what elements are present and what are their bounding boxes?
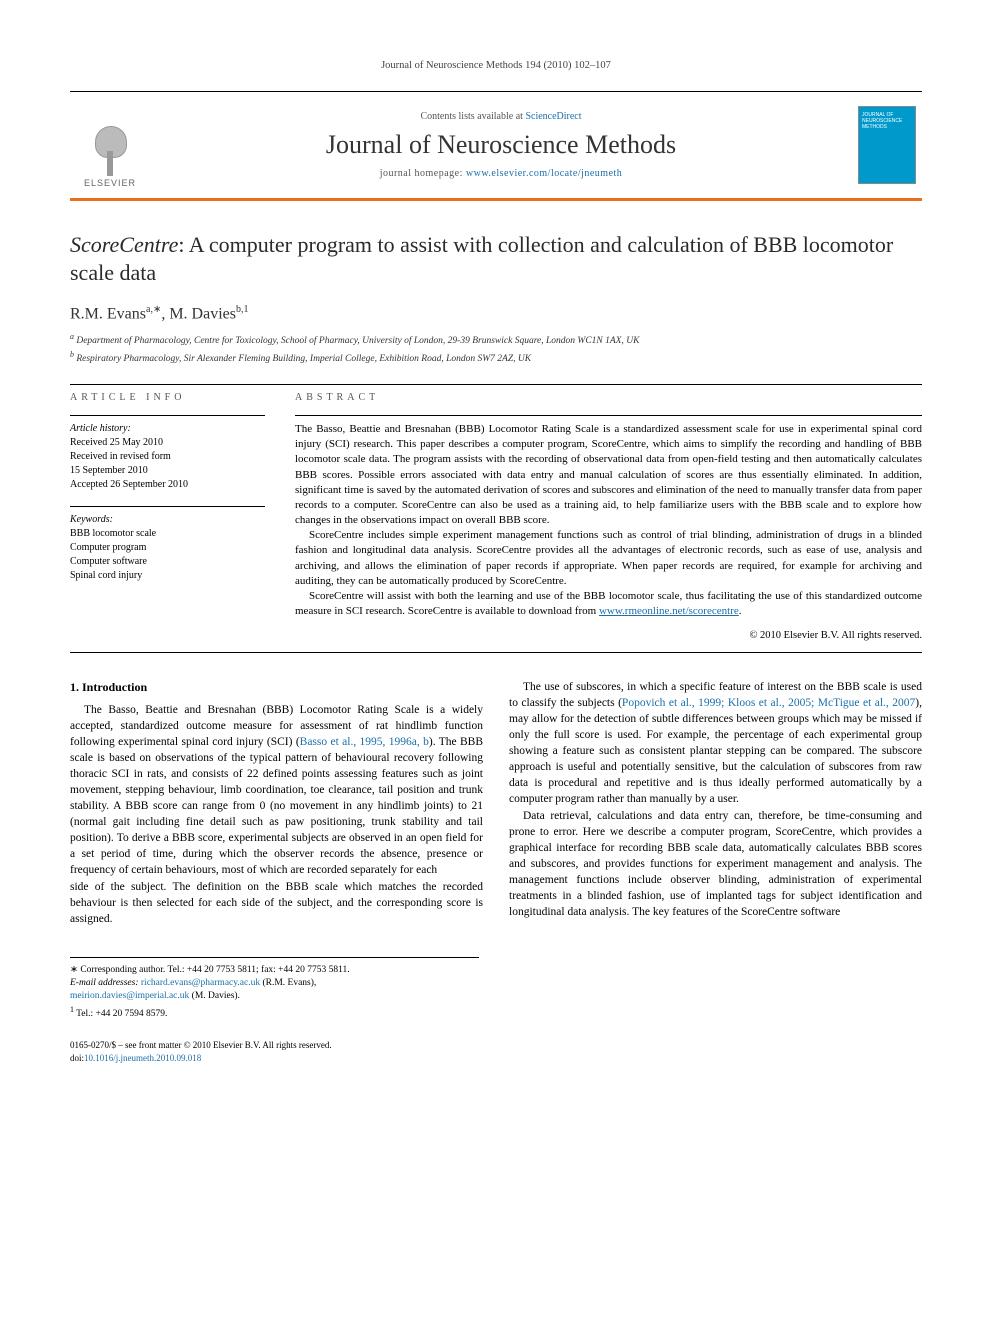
keyword-item: Spinal cord injury [70, 569, 265, 583]
author-2-affil-marks: b,1 [236, 304, 249, 315]
contents-line: Contents lists available at ScienceDirec… [150, 111, 852, 122]
divider [295, 415, 922, 416]
email-line: E-mail addresses: richard.evans@pharmacy… [70, 977, 479, 990]
email-link-2[interactable]: meirion.davies@imperial.ac.uk [70, 991, 189, 1001]
download-link[interactable]: www.rmeonline.net/scorecentre [599, 605, 739, 617]
elsevier-tree-icon [85, 121, 135, 176]
citation-popovich[interactable]: Popovich et al., 1999; Kloos et al., 200… [622, 697, 915, 709]
article-info-heading: article info [70, 391, 265, 405]
body-p3: The use of subscores, in which a specifi… [509, 679, 922, 808]
homepage-prefix: journal homepage: [380, 168, 466, 179]
keyword-item: Computer software [70, 555, 265, 569]
body-p4: Data retrieval, calculations and data en… [509, 808, 922, 921]
keyword-item: BBB locomotor scale [70, 527, 265, 541]
doi-link[interactable]: 10.1016/j.jneumeth.2010.09.018 [84, 1053, 201, 1063]
abstract-column: abstract The Basso, Beattie and Bresnaha… [295, 391, 922, 644]
sciencedirect-link[interactable]: ScienceDirect [525, 111, 581, 122]
history-label: Article history: [70, 422, 265, 436]
contents-prefix: Contents lists available at [420, 111, 525, 122]
abstract-p3-end: . [739, 605, 742, 617]
article-info-column: article info Article history: Received 2… [70, 391, 265, 644]
body-p2: side of the subject. The definition on t… [70, 879, 483, 927]
affiliation-b: Respiratory Pharmacology, Sir Alexander … [76, 354, 531, 364]
author-2: M. Davies [169, 305, 236, 322]
journal-homepage-line: journal homepage: www.elsevier.com/locat… [150, 168, 852, 179]
corresponding-author: ∗ Corresponding author. Tel.: +44 20 775… [70, 964, 479, 977]
publisher-label: ELSEVIER [84, 178, 136, 188]
publisher-logo-block: ELSEVIER [70, 92, 150, 198]
journal-homepage-link[interactable]: www.elsevier.com/locate/jneumeth [466, 168, 622, 179]
doi-block: 0165-0270/$ – see front matter © 2010 El… [70, 1039, 922, 1064]
body-two-column: 1. Introduction The Basso, Beattie and B… [70, 679, 922, 927]
copyright-line: © 2010 Elsevier B.V. All rights reserved… [295, 629, 922, 643]
journal-name: Journal of Neuroscience Methods [150, 130, 852, 160]
keyword-item: Computer program [70, 541, 265, 555]
title-italic-part: ScoreCentre [70, 232, 178, 257]
email-1-who: (R.M. Evans), [260, 978, 316, 988]
journal-masthead: ELSEVIER Contents lists available at Sci… [70, 91, 922, 201]
history-revised-date: 15 September 2010 [70, 464, 265, 478]
abstract-p1: The Basso, Beattie and Bresnahan (BBB) L… [295, 422, 922, 528]
divider [70, 384, 922, 385]
divider [70, 415, 265, 416]
body-p1: The Basso, Beattie and Bresnahan (BBB) L… [70, 702, 483, 879]
history-received: Received 25 May 2010 [70, 436, 265, 450]
abstract-p2: ScoreCentre includes simple experiment m… [295, 528, 922, 589]
affiliations-block: a Department of Pharmacology, Centre for… [70, 331, 922, 366]
abstract-p3: ScoreCentre will assist with both the le… [295, 589, 922, 619]
body-p1b: ). The BBB scale is based on observation… [70, 736, 483, 877]
section-heading-intro: 1. Introduction [70, 679, 483, 696]
journal-cover-thumbnail: JOURNAL OF NEUROSCIENCE METHODS [858, 106, 916, 184]
divider [70, 506, 265, 507]
abstract-heading: abstract [295, 391, 922, 405]
cover-text-3: METHODS [862, 124, 912, 130]
issn-line: 0165-0270/$ – see front matter © 2010 El… [70, 1039, 922, 1052]
email-label: E-mail addresses: [70, 978, 141, 988]
body-p3b: ), may allow for the detection of subtle… [509, 697, 922, 806]
citation-basso[interactable]: Basso et al., 1995, 1996a, b [300, 736, 429, 748]
article-title: ScoreCentre: A computer program to assis… [70, 231, 922, 286]
affiliation-a: Department of Pharmacology, Centre for T… [76, 336, 639, 346]
email-link-1[interactable]: richard.evans@pharmacy.ac.uk [141, 978, 260, 988]
divider [70, 652, 922, 653]
author-1: R.M. Evans [70, 305, 146, 322]
authors-line: R.M. Evansa,∗, M. Daviesb,1 [70, 304, 922, 323]
email-2-who: (M. Davies). [189, 991, 240, 1001]
running-header: Journal of Neuroscience Methods 194 (201… [70, 60, 922, 71]
title-rest: : A computer program to assist with coll… [70, 232, 893, 285]
doi-label: doi: [70, 1053, 84, 1063]
keywords-label: Keywords: [70, 513, 265, 527]
author-1-affil-marks: a,∗ [146, 304, 161, 315]
footnote-phone: Tel.: +44 20 7594 8579. [76, 1009, 167, 1019]
history-accepted: Accepted 26 September 2010 [70, 478, 265, 492]
footnotes-block: ∗ Corresponding author. Tel.: +44 20 775… [70, 957, 479, 1021]
history-revised-label: Received in revised form [70, 450, 265, 464]
